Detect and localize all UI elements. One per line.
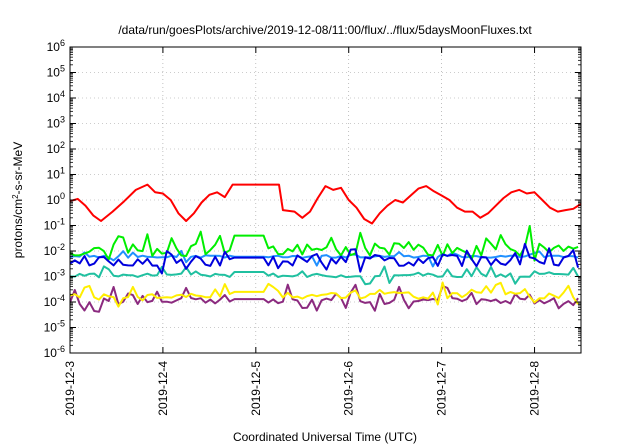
y-tick-label: 10-6 <box>44 344 65 360</box>
y-tick-label: 104 <box>47 89 65 105</box>
y-tick-label: 101 <box>47 166 65 182</box>
y-axis-label-post: -s-sr-MeV <box>11 142 25 195</box>
series-line <box>70 249 579 268</box>
y-tick-label: 100 <box>47 191 65 207</box>
y-tick-label: 103 <box>47 115 65 131</box>
y-tick-label: 10-4 <box>44 293 65 309</box>
y-tick-label: 10-2 <box>44 242 65 258</box>
y-tick-label: 105 <box>47 64 65 80</box>
y-axis-label-pre: protons/cm <box>11 199 25 258</box>
series-line <box>70 225 579 262</box>
x-tick-label: 2019-12-5 <box>249 361 263 416</box>
series-line <box>70 283 579 313</box>
y-axis-label-sup: 2 <box>11 194 20 199</box>
x-tick-label: 2019-12-7 <box>435 361 449 416</box>
y-tick-label: 10-5 <box>44 319 65 335</box>
x-tick-label: 2019-12-3 <box>63 361 77 416</box>
x-tick-label: 2019-12-4 <box>156 361 170 416</box>
y-axis-label: protons/cm2-s-sr-MeV <box>11 142 26 258</box>
y-tick-label: 106 <box>47 38 65 54</box>
y-axis: 10-6 10-5 10-4 10-3 10-2 10-1 100 101 102 103 104 1… <box>44 38 581 360</box>
x-tick-label: 2019-12-8 <box>528 361 542 416</box>
series-layer <box>70 183 581 313</box>
y-tick-label: 10-3 <box>44 268 65 284</box>
y-tick-label: 102 <box>47 140 65 156</box>
chart-title: /data/run/goesPlots/archive/2019-12-08/1… <box>118 23 532 37</box>
series-line <box>70 265 579 286</box>
x-axis-label: Coordinated Universal Time (UTC) <box>233 430 417 444</box>
series-line <box>70 281 579 308</box>
x-tick-label: 2019-12-6 <box>342 361 356 416</box>
y-tick-label: 10-1 <box>44 217 65 233</box>
grid <box>70 47 581 353</box>
x-axis: 2019-12-3 2019-12-4 2019-12-5 2019-12-6 2019… <box>63 47 542 416</box>
series-line <box>70 242 580 275</box>
series-line <box>70 183 581 225</box>
